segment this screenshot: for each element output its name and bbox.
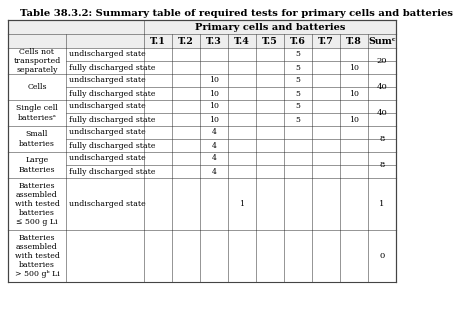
Text: 4: 4 [211,128,217,136]
Text: 10: 10 [209,102,219,110]
Text: 10: 10 [349,115,359,124]
Text: fully discharged state: fully discharged state [69,63,155,72]
Text: 40: 40 [377,109,387,117]
Text: undischarged state: undischarged state [69,50,146,58]
Text: T.8: T.8 [346,36,362,46]
Text: Single cell
batteriesᵃ: Single cell batteriesᵃ [16,104,58,122]
Text: Table 38.3.2: Summary table of required tests for primary cells and batteries: Table 38.3.2: Summary table of required … [20,9,454,18]
Text: T.4: T.4 [234,36,250,46]
Text: 0: 0 [379,252,384,260]
Text: undischarged state: undischarged state [69,76,146,84]
Text: Cells: Cells [27,83,47,91]
Text: undischarged state: undischarged state [69,200,146,208]
Text: 20: 20 [377,57,387,65]
Text: 4: 4 [211,141,217,150]
Text: T.7: T.7 [318,36,334,46]
Text: T.1: T.1 [150,36,166,46]
Text: 5: 5 [296,76,301,84]
Text: 4: 4 [211,167,217,176]
Text: 10: 10 [209,76,219,84]
Text: Small
batteries: Small batteries [19,130,55,148]
Text: 8: 8 [379,161,385,169]
Text: 10: 10 [349,89,359,98]
Text: 40: 40 [377,83,387,91]
Text: Batteries
assembled
with tested
batteries
> 500 gᵇ Li: Batteries assembled with tested batterie… [15,234,59,279]
Text: 10: 10 [209,115,219,124]
Text: fully discharged state: fully discharged state [69,141,155,150]
Text: T.6: T.6 [290,36,306,46]
Text: 10: 10 [209,89,219,98]
Text: 10: 10 [349,63,359,72]
Text: 5: 5 [296,115,301,124]
Text: 1: 1 [379,200,385,208]
Text: 8: 8 [379,135,385,143]
Text: Batteries
assembled
with tested
batteries
≤ 500 g Li: Batteries assembled with tested batterie… [15,182,59,227]
Text: T.2: T.2 [178,36,194,46]
Text: Primary cells and batteries: Primary cells and batteries [195,22,345,32]
Text: T.5: T.5 [262,36,278,46]
Bar [8,20,396,34]
Text: fully discharged state: fully discharged state [69,115,155,124]
Text: 4: 4 [211,154,217,162]
Text: 5: 5 [296,63,301,72]
Text: Cells not
transported
separately: Cells not transported separately [13,48,61,74]
Text: undischarged state: undischarged state [69,154,146,162]
Text: fully discharged state: fully discharged state [69,167,155,176]
Text: 5: 5 [296,89,301,98]
Text: 5: 5 [296,50,301,58]
Bar [8,34,396,48]
Text: fully discharged state: fully discharged state [69,89,155,98]
Text: Sumᶜ: Sumᶜ [368,36,396,46]
Text: Large
Batteries: Large Batteries [19,156,55,174]
Text: undischarged state: undischarged state [69,102,146,110]
Text: 5: 5 [296,102,301,110]
Text: T.3: T.3 [206,36,222,46]
Text: 1: 1 [239,200,245,208]
Text: undischarged state: undischarged state [69,128,146,136]
